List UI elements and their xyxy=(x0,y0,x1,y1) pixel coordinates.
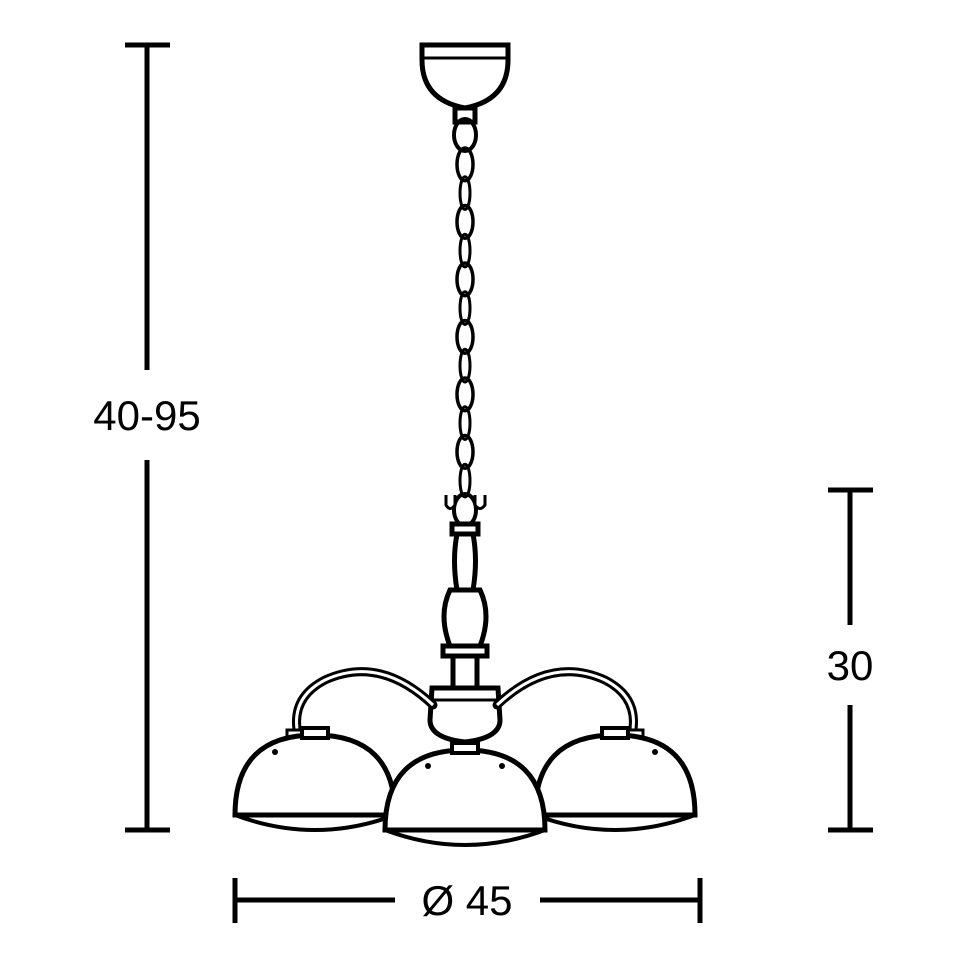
dim-height-fixture-label: 30 xyxy=(827,642,874,689)
shade-left xyxy=(235,728,395,830)
dim-diameter-label: Ø 45 xyxy=(421,877,512,924)
dim-height-total: 40-95 xyxy=(93,45,200,830)
chandelier xyxy=(235,45,695,845)
dimension-diagram: 40-95 30 Ø 45 xyxy=(0,0,970,970)
dim-height-fixture: 30 xyxy=(827,490,874,830)
dim-diameter: Ø 45 xyxy=(235,877,700,924)
bottom-hook xyxy=(446,494,485,526)
dim-height-total-label: 40-95 xyxy=(93,392,200,439)
shade-center xyxy=(385,743,545,845)
chain xyxy=(457,148,473,497)
shade-right xyxy=(535,728,695,830)
canopy xyxy=(422,45,508,122)
central-body xyxy=(430,524,500,742)
